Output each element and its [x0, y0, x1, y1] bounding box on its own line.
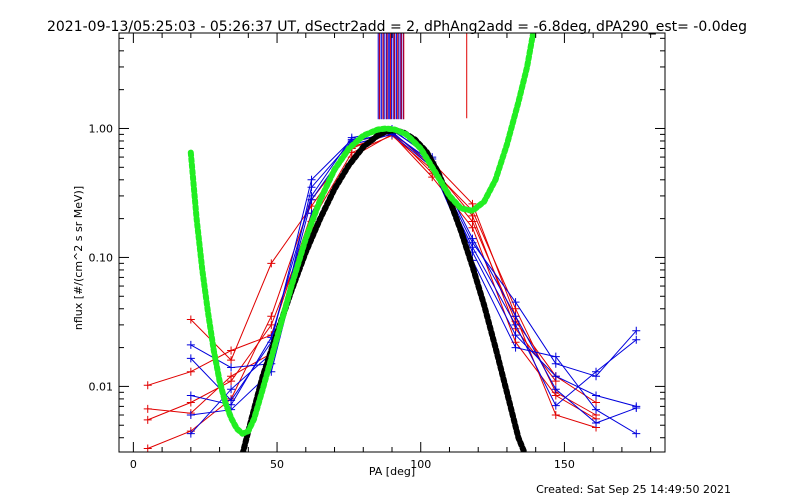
data-point-red	[186, 398, 195, 407]
data-point-red	[227, 356, 236, 365]
series-line-blue	[190, 128, 637, 424]
data-point-blue	[632, 404, 641, 413]
x-tick-label: 100	[410, 458, 431, 471]
data-point-blue	[551, 385, 560, 394]
data-point-red	[267, 259, 276, 268]
data-point-blue	[592, 367, 601, 376]
series-black-10	[239, 127, 528, 452]
data-point-red	[143, 381, 152, 390]
data-point-blue	[307, 175, 316, 184]
series-red-4	[143, 130, 601, 423]
data-point-blue	[186, 429, 195, 438]
x-axis-label: PA [deg]	[369, 465, 415, 478]
data-point-red	[592, 398, 601, 407]
series-green-11	[187, 33, 536, 437]
data-point-red	[227, 372, 236, 381]
series-line-red	[147, 133, 597, 420]
data-point-blue	[186, 411, 195, 420]
y-tick-label: 0.10	[89, 251, 114, 264]
data-point-red	[143, 444, 152, 452]
data-point-blue	[551, 352, 560, 361]
data-point-blue	[592, 419, 601, 428]
data-point-red	[267, 320, 276, 329]
creation-timestamp: Created: Sat Sep 25 14:49:50 2021	[536, 483, 731, 496]
data-point-blue	[511, 343, 520, 352]
data-point-blue	[307, 195, 316, 204]
data-point-blue	[632, 335, 641, 344]
data-point-blue	[632, 326, 641, 335]
data-point-blue	[468, 234, 477, 243]
data-point-blue	[468, 243, 477, 252]
series-line-blue	[190, 132, 637, 377]
data-point-blue	[307, 183, 316, 192]
y-axis-label: nflux [#/(cm^2 s sr MeV)]	[72, 186, 85, 330]
data-point-blue	[551, 359, 560, 368]
series-red-0	[143, 128, 601, 407]
series-blue-9	[186, 125, 641, 428]
data-point-red	[143, 415, 152, 424]
y-tick-label: 1.00	[89, 122, 114, 135]
data-point-blue	[551, 401, 560, 410]
axes: 0 50 100 150 0.01 0.10 1.00	[89, 33, 665, 471]
y-tick-label: 0.01	[89, 380, 114, 393]
data-point-blue	[632, 429, 641, 438]
series-line-blue	[190, 131, 637, 435]
data-point-blue	[186, 354, 195, 363]
x-tick-label: 50	[270, 458, 284, 471]
data-point-blue	[227, 363, 236, 372]
x-tick-label: 0	[130, 458, 137, 471]
data-point-blue	[511, 312, 520, 321]
data-series	[143, 33, 641, 452]
chart-title: 2021-09-13/05:25:03 - 05:26:37 UT, dSect…	[47, 19, 747, 35]
series-blue-5	[186, 129, 641, 381]
data-point-red	[143, 404, 152, 413]
data-point-blue	[592, 391, 601, 400]
data-point-red	[267, 312, 276, 321]
series-blue-8	[186, 127, 641, 438]
data-point-blue	[511, 331, 520, 340]
data-point-red	[227, 346, 236, 355]
data-point-red	[468, 223, 477, 232]
data-point-red	[186, 315, 195, 324]
data-point-blue	[186, 391, 195, 400]
data-point-blue	[592, 405, 601, 414]
data-point-blue	[551, 372, 560, 381]
series-line-red	[147, 135, 597, 421]
fit-curve-black	[239, 127, 528, 452]
data-point-blue	[511, 298, 520, 307]
data-point-red	[551, 411, 560, 420]
data-point-red	[186, 367, 195, 376]
x-tick-label: 150	[554, 458, 575, 471]
fit-curve-green	[187, 33, 536, 437]
data-point-blue	[511, 320, 520, 329]
vertical-markers	[377, 33, 468, 120]
series-red-2	[143, 129, 601, 452]
data-point-blue	[227, 396, 236, 405]
data-point-blue	[227, 385, 236, 394]
data-point-blue	[186, 340, 195, 349]
data-point-red	[468, 199, 477, 208]
